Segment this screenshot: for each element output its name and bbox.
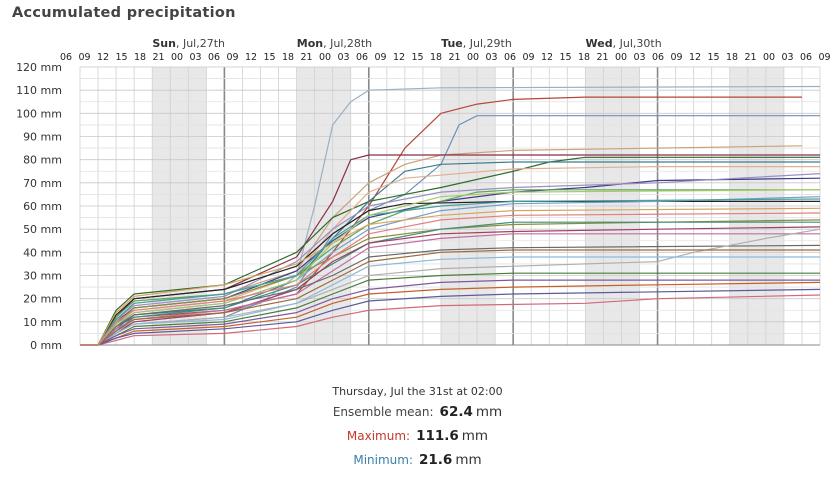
y-tick-label: 20 mm — [23, 293, 62, 306]
series-line-19 — [80, 244, 821, 346]
y-tick-label: 0 mm — [30, 339, 62, 352]
min-unit: mm — [455, 452, 482, 468]
hour-tick-label: 03 — [189, 52, 201, 63]
hour-tick-label: 06 — [504, 52, 516, 63]
hour-tick-label: 00 — [763, 52, 775, 63]
min-value: 21.6 — [419, 452, 453, 468]
y-axis: 0 mm 10 mm 20 mm 30 mm 40 mm 50 mm 60 mm 70 mm 8… — [16, 61, 62, 352]
hour-tick-label: 15 — [559, 52, 571, 63]
summary-mean: Ensemble mean: 62.4 mm — [0, 404, 835, 420]
summary-max: Maximum: 111.6 mm — [0, 428, 835, 444]
min-label: Minimum: — [353, 453, 414, 467]
hour-tick-label: 21 — [300, 52, 312, 63]
hour-tick-label: 12 — [689, 52, 701, 63]
hour-ticks: 06 09 12 15 18 21 00 03 06 09 12 15 18 21 00 03 06 09 12 15… — [60, 52, 831, 63]
hour-tick-label: 09 — [78, 52, 90, 63]
hour-tick-label: 03 — [781, 52, 793, 63]
hour-tick-label: 06 — [60, 52, 72, 63]
series-line-27 — [80, 249, 820, 346]
hour-tick-label: 15 — [115, 52, 127, 63]
hour-tick-label: 03 — [633, 52, 645, 63]
y-tick-label: 30 mm — [23, 270, 62, 283]
hour-tick-label: 18 — [726, 52, 738, 63]
hour-tick-label: 15 — [707, 52, 719, 63]
series-line-28 — [80, 198, 821, 346]
hour-tick-label: 18 — [282, 52, 294, 63]
y-tick-label: 80 mm — [23, 154, 62, 167]
series-line-29 — [80, 189, 821, 346]
series-line-12 — [80, 200, 820, 346]
day-label-tue: Tue, Jul,29th — [441, 37, 512, 50]
hour-tick-label: 21 — [596, 52, 608, 63]
day-labels: Sun, Jul,27th Mon, Jul,28th Tue, Jul,29th W… — [152, 37, 661, 50]
hour-tick-label: 09 — [818, 52, 830, 63]
y-tick-label: 90 mm — [23, 131, 62, 144]
grid-lines — [79, 66, 821, 346]
hour-tick-label: 06 — [652, 52, 664, 63]
hour-tick-label: 00 — [615, 52, 627, 63]
series-line-14 — [80, 207, 821, 346]
max-value: 111.6 — [416, 428, 459, 444]
hour-tick-label: 21 — [744, 52, 756, 63]
hour-tick-label: 06 — [208, 52, 220, 63]
hour-tick-label: 15 — [411, 52, 423, 63]
series-line-22 — [80, 256, 820, 346]
hour-tick-label: 18 — [578, 52, 590, 63]
y-tick-label: 100 mm — [16, 107, 62, 120]
hour-tick-label: 12 — [393, 52, 405, 63]
max-unit: mm — [461, 428, 489, 444]
series-line-30 — [80, 212, 821, 346]
hour-tick-label: 09 — [374, 52, 386, 63]
y-tick-label: 50 mm — [23, 223, 62, 236]
y-tick-label: 60 mm — [23, 200, 62, 213]
hour-tick-label: 21 — [152, 52, 164, 63]
hour-tick-label: 00 — [319, 52, 331, 63]
day-label-sun: Sun, Jul,27th — [152, 37, 225, 50]
chart-title: Accumulated precipitation — [12, 5, 236, 21]
max-label: Maximum: — [346, 429, 411, 443]
y-tick-label: 40 mm — [23, 246, 62, 259]
mean-unit: mm — [475, 404, 503, 420]
hour-tick-label: 06 — [356, 52, 368, 63]
hour-tick-label: 09 — [522, 52, 534, 63]
hour-tick-label: 21 — [448, 52, 460, 63]
series-line-23 — [80, 279, 820, 346]
hour-tick-label: 03 — [485, 52, 497, 63]
precipitation-chart: 06 09 12 15 18 21 00 03 06 09 12 15 18 21 00 03 06 09 12 15… — [16, 37, 831, 352]
y-tick-label: 110 mm — [16, 84, 62, 97]
series-lines — [80, 85, 821, 346]
summary-date: Thursday, Jul the 31st at 02:00 — [332, 385, 503, 398]
series-line-26 — [80, 288, 821, 346]
hour-tick-label: 12 — [541, 52, 553, 63]
hour-tick-label: 15 — [263, 52, 275, 63]
hour-tick-label: 09 — [670, 52, 682, 63]
hour-tick-label: 06 — [800, 52, 812, 63]
y-tick-label: 70 mm — [23, 177, 62, 190]
hour-tick-label: 09 — [226, 52, 238, 63]
mean-value: 62.4 — [439, 404, 473, 420]
day-label-mon: Mon, Jul,28th — [297, 37, 372, 50]
hour-tick-label: 18 — [134, 52, 146, 63]
hour-tick-label: 18 — [430, 52, 442, 63]
hour-tick-label: 03 — [337, 52, 349, 63]
series-line-25 — [80, 294, 821, 346]
hour-tick-label: 00 — [171, 52, 183, 63]
series-line-18 — [80, 233, 820, 346]
hour-tick-label: 12 — [97, 52, 109, 63]
y-tick-label: 120 mm — [16, 61, 62, 74]
hour-tick-label: 00 — [467, 52, 479, 63]
y-tick-label: 10 mm — [23, 316, 62, 329]
hour-tick-label: 12 — [245, 52, 257, 63]
day-label-wed: Wed, Jul,30th — [586, 37, 662, 50]
summary-min: Minimum: 21.6 mm — [0, 452, 835, 468]
mean-label: Ensemble mean: — [332, 405, 434, 419]
